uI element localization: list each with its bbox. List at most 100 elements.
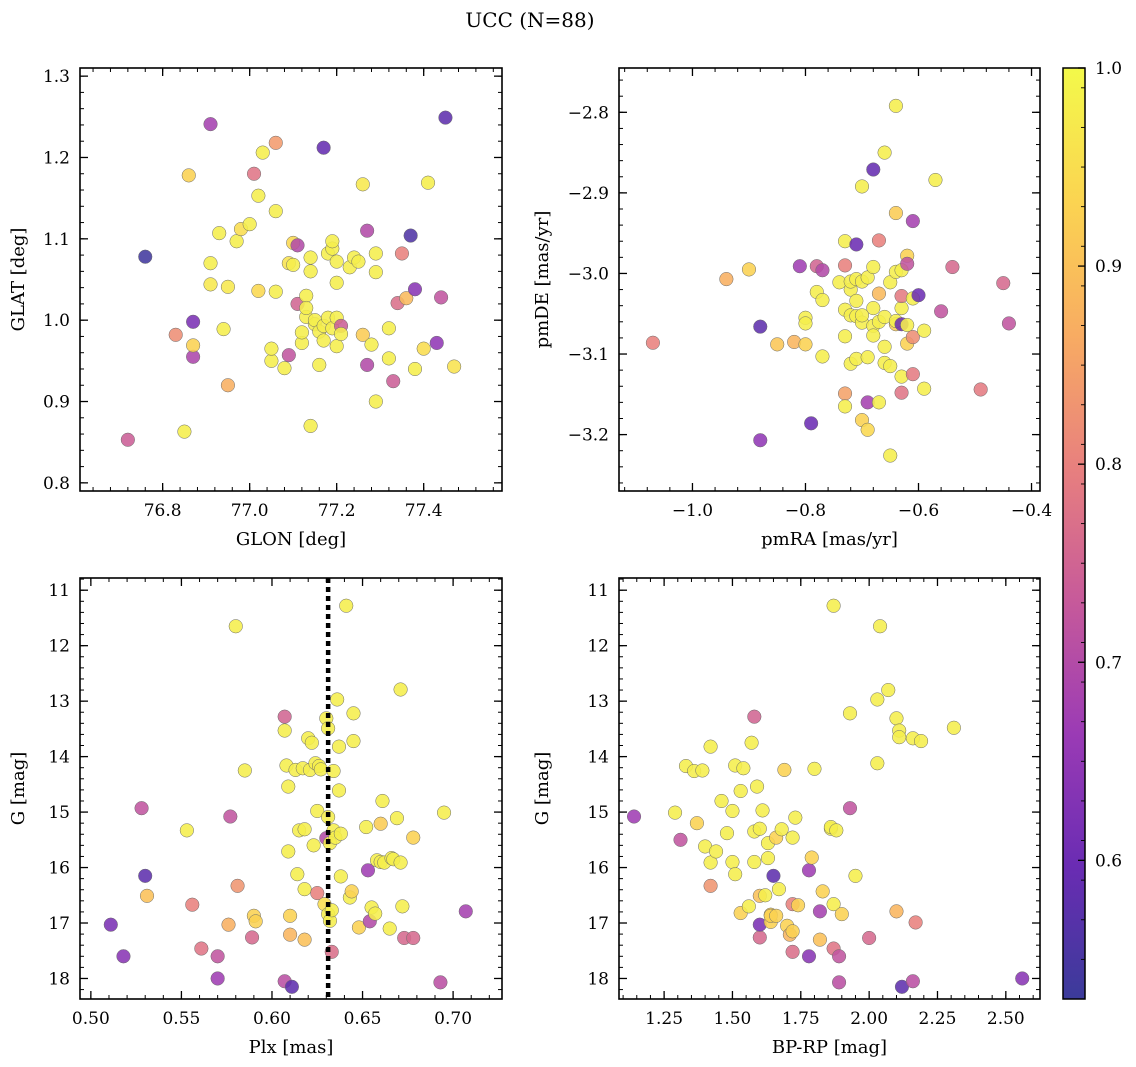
- scatter-point: [186, 314, 201, 329]
- scatter-point: [645, 335, 660, 350]
- scatter-point: [708, 844, 724, 859]
- y-tick-label: 12: [48, 637, 70, 657]
- scatter-point: [168, 327, 183, 342]
- scatter-point: [917, 381, 932, 396]
- scatter-point: [883, 448, 898, 463]
- scatter-point: [928, 172, 943, 188]
- scatter-point: [368, 394, 383, 409]
- scatter-point: [900, 256, 915, 271]
- scatter-point: [728, 867, 743, 882]
- scatter-point: [905, 330, 920, 345]
- scatter-point: [230, 878, 245, 893]
- scatter-point: [877, 339, 892, 354]
- scatter-point: [832, 949, 847, 964]
- scatter-point: [312, 357, 327, 372]
- scatter-point: [284, 979, 299, 994]
- x-tick-label: −0.8: [785, 501, 826, 521]
- y-tick-label: 11: [48, 581, 70, 601]
- scatter-point: [375, 793, 390, 809]
- scatter-point: [837, 386, 853, 401]
- scatter-point: [203, 256, 218, 271]
- scatter-point: [277, 723, 292, 738]
- scatter-point: [815, 292, 830, 308]
- scatter-point: [330, 692, 345, 707]
- colorbar-tick-label: 0.7: [1095, 653, 1122, 673]
- scatter-point: [870, 756, 885, 771]
- x-tick-label: −0.6: [898, 501, 939, 521]
- scatter-point: [290, 867, 305, 882]
- scatter-point: [386, 374, 401, 389]
- x-axis-label: GLON [deg]: [236, 529, 346, 550]
- colorbar: 0.6 0.7 0.8 0.9 1.0: [1062, 59, 1122, 1000]
- scatter-point: [871, 233, 886, 248]
- scatter-point: [134, 801, 149, 816]
- scatter-point: [120, 432, 135, 447]
- scatter-point: [834, 907, 849, 922]
- scatter-point: [299, 300, 314, 316]
- scatter-point: [325, 234, 340, 249]
- y-tick-label: 17: [587, 914, 609, 934]
- scatter-point: [339, 598, 354, 613]
- scatter-point: [329, 254, 344, 269]
- scatter-point: [346, 734, 361, 749]
- scatter-point: [945, 259, 960, 275]
- scatter-point: [673, 832, 688, 847]
- scatter-point: [769, 908, 784, 923]
- x-tick-label: 77.4: [405, 501, 443, 521]
- scatter-point: [695, 763, 710, 778]
- scatter-point: [268, 204, 283, 219]
- scatter-point: [237, 763, 252, 778]
- scatter-point: [194, 941, 209, 956]
- scatter-points: [120, 110, 462, 447]
- scatter-point: [329, 339, 344, 354]
- panel-plx-g: 0.50 0.55 0.60 0.65 0.70 11 12 13 14 15 16 17 18 Plx …: [8, 577, 503, 1058]
- scatter-point: [228, 619, 243, 634]
- scatter-point: [894, 301, 909, 316]
- scatter-point: [297, 822, 312, 837]
- scatter-point: [306, 838, 321, 853]
- scatter-point: [344, 884, 359, 899]
- y-tick-label: 16: [587, 859, 609, 879]
- colorbar-tick-label: 0.8: [1095, 455, 1122, 475]
- y-axis-label: GLAT [deg]: [8, 228, 29, 332]
- scatter-point: [719, 272, 734, 287]
- x-tick-label: 0.65: [344, 1009, 382, 1029]
- scatter-point: [313, 762, 328, 777]
- minor-ticks: [619, 68, 1040, 491]
- scatter-point: [393, 682, 408, 697]
- scatter-point: [399, 291, 414, 306]
- scatter-point: [905, 214, 920, 229]
- scatter-point: [866, 162, 881, 177]
- scatter-point: [246, 166, 262, 181]
- scatter-point: [626, 809, 642, 824]
- scatter-point: [866, 259, 881, 275]
- scatter-point: [667, 805, 683, 820]
- y-tick-label: 18: [48, 969, 70, 989]
- scatter-point: [804, 850, 819, 865]
- scatter-point: [798, 316, 813, 331]
- scatter-point: [719, 826, 735, 841]
- scatter-point: [346, 706, 361, 721]
- scatter-point: [389, 811, 405, 826]
- x-axis-label: pmRA [mas/yr]: [761, 529, 898, 550]
- y-tick-label: 1.1: [43, 230, 70, 250]
- scatter-point: [229, 234, 244, 249]
- scatter-point: [946, 720, 961, 735]
- y-tick-label: −3.0: [568, 264, 609, 284]
- scatter-point: [744, 735, 759, 750]
- axes-frame: [618, 577, 1041, 1000]
- scatter-point: [277, 709, 292, 724]
- scatter-point: [221, 917, 236, 932]
- scatter-point: [842, 801, 858, 816]
- scatter-point: [310, 803, 325, 819]
- y-tick-label: −2.9: [568, 184, 609, 204]
- scatter-point: [908, 915, 923, 930]
- scatter-point: [934, 304, 949, 319]
- scatter-point: [251, 188, 266, 203]
- minor-ticks: [80, 68, 502, 491]
- scatter-point: [248, 914, 263, 929]
- x-tick-label: 0.70: [434, 1009, 472, 1029]
- scatter-point: [210, 949, 225, 964]
- scatter-point: [837, 329, 853, 344]
